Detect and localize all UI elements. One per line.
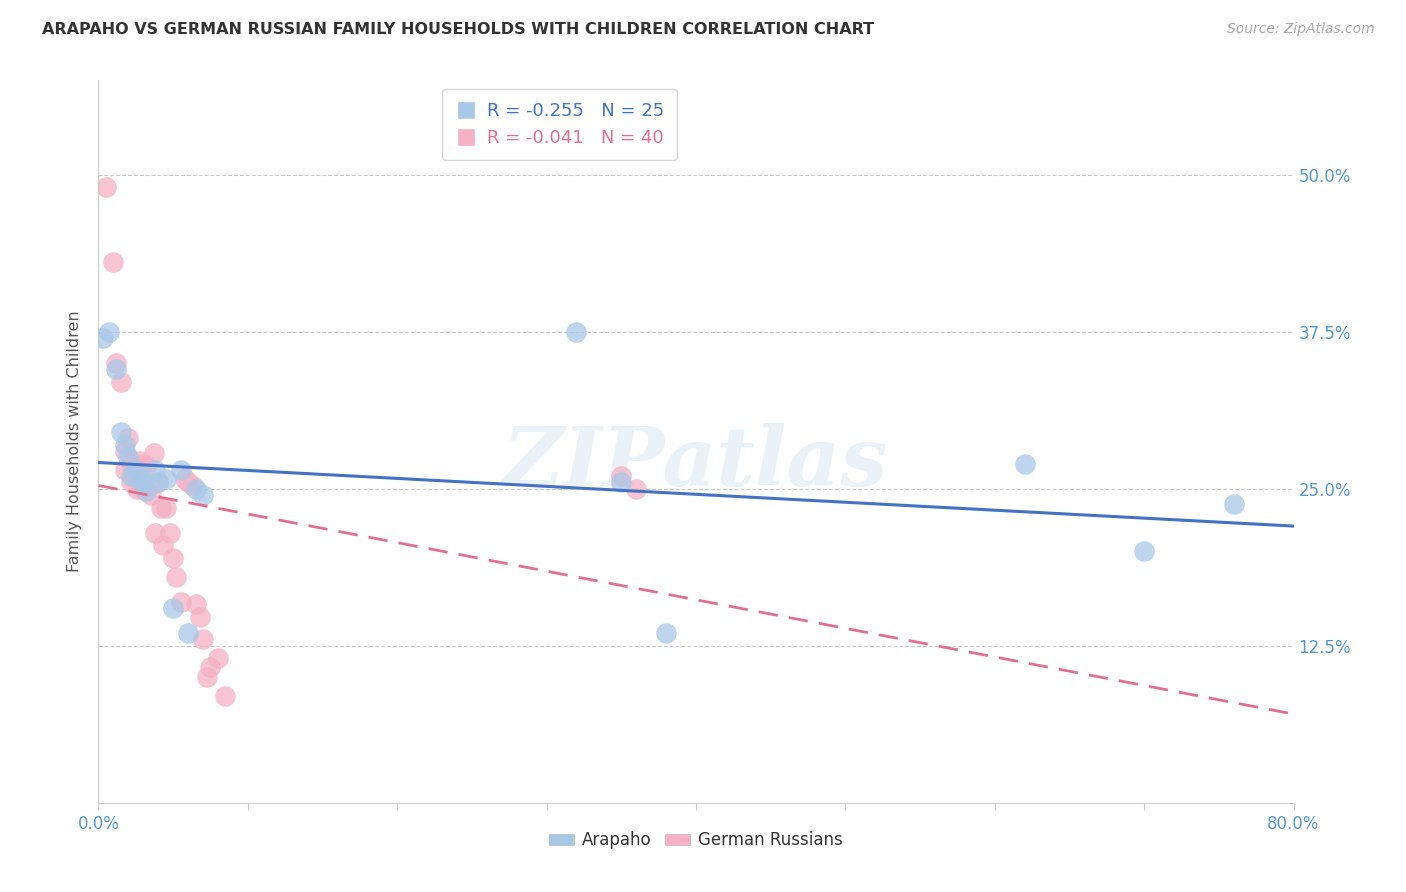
- Point: [148, 475, 170, 490]
- Point: [1223, 497, 1246, 511]
- Point: [184, 597, 207, 611]
- Point: [114, 444, 136, 458]
- Point: [152, 538, 174, 552]
- Y-axis label: Family Households with Children: Family Households with Children: [66, 310, 82, 573]
- Point: [110, 375, 132, 389]
- Point: [155, 472, 177, 486]
- Point: [132, 482, 155, 496]
- Point: [1014, 457, 1036, 471]
- Point: [143, 463, 166, 477]
- Point: [184, 482, 207, 496]
- Point: [169, 463, 191, 477]
- Point: [181, 479, 204, 493]
- Point: [97, 325, 120, 339]
- Point: [120, 469, 142, 483]
- Point: [188, 610, 211, 624]
- Point: [94, 180, 117, 194]
- Point: [120, 475, 142, 490]
- Point: [191, 488, 214, 502]
- Point: [150, 500, 173, 515]
- Point: [139, 488, 162, 502]
- Text: Source: ZipAtlas.com: Source: ZipAtlas.com: [1227, 22, 1375, 37]
- Point: [105, 362, 128, 376]
- Point: [114, 463, 136, 477]
- Point: [117, 431, 139, 445]
- Legend: Arapaho, German Russians: Arapaho, German Russians: [543, 824, 849, 856]
- Point: [610, 475, 633, 490]
- Point: [159, 525, 181, 540]
- Point: [132, 457, 155, 471]
- Point: [135, 484, 157, 499]
- Point: [169, 595, 191, 609]
- Point: [174, 472, 197, 486]
- Point: [155, 500, 177, 515]
- Point: [177, 475, 200, 490]
- Point: [565, 325, 588, 339]
- Point: [177, 626, 200, 640]
- Point: [105, 356, 128, 370]
- Text: ZIPatlas: ZIPatlas: [503, 423, 889, 503]
- Point: [124, 463, 146, 477]
- Point: [125, 472, 148, 486]
- Point: [214, 689, 236, 703]
- Point: [117, 450, 139, 465]
- Point: [110, 425, 132, 439]
- Point: [207, 651, 229, 665]
- Point: [138, 479, 160, 493]
- Point: [103, 255, 125, 269]
- Point: [162, 601, 184, 615]
- Point: [197, 670, 219, 684]
- Point: [626, 482, 648, 496]
- Point: [120, 457, 142, 471]
- Point: [142, 446, 165, 460]
- Point: [200, 660, 222, 674]
- Point: [162, 550, 184, 565]
- Point: [135, 458, 157, 473]
- Point: [165, 569, 187, 583]
- Point: [125, 463, 148, 477]
- Point: [114, 438, 136, 452]
- Point: [143, 525, 166, 540]
- Text: ARAPAHO VS GERMAN RUSSIAN FAMILY HOUSEHOLDS WITH CHILDREN CORRELATION CHART: ARAPAHO VS GERMAN RUSSIAN FAMILY HOUSEHO…: [42, 22, 875, 37]
- Point: [91, 331, 114, 345]
- Point: [1133, 544, 1156, 558]
- Point: [129, 454, 152, 468]
- Point: [132, 475, 155, 490]
- Point: [148, 475, 170, 490]
- Point: [129, 472, 152, 486]
- Point: [191, 632, 214, 647]
- Point: [655, 626, 678, 640]
- Point: [127, 482, 149, 496]
- Point: [610, 469, 633, 483]
